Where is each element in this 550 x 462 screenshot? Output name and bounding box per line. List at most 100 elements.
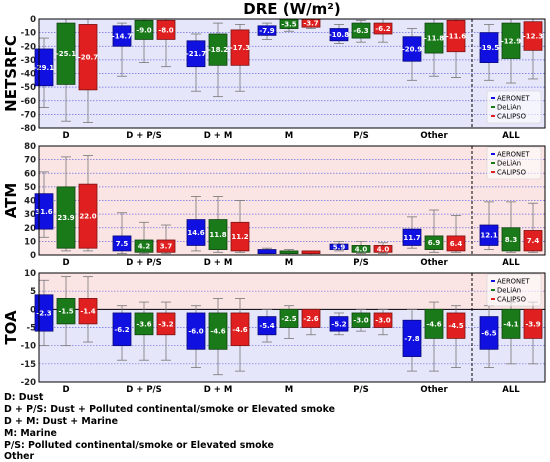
mean-label: 4.0 [355,245,368,253]
mean-label: 7.4 [527,237,540,245]
box-calipso [156,312,176,336]
category-label: ALL [502,385,520,395]
box-calipso [156,19,176,40]
mean-label: 11.2 [231,233,248,241]
mean-label: -20.9 [402,45,422,53]
mean-label: -4.6 [232,326,247,334]
y-tick-label: 10 [24,237,36,247]
legend-box [486,90,542,124]
box-delian [351,312,371,328]
mean-label: -7.9 [259,27,274,35]
category-label: Other [420,385,448,395]
mean-label: -1.4 [80,308,95,316]
box-aeronet [402,319,422,357]
box-calipso [230,221,250,252]
mean-label: 6.4 [450,240,463,248]
box-calipso [230,29,250,66]
box-calipso [523,308,543,339]
box-calipso [373,22,393,35]
mean-label: 3.7 [160,243,173,251]
mean-label: -5.2 [331,320,346,328]
y-tick-label: 20 [24,224,36,234]
mean-label: -3.7 [303,20,318,28]
y-tick-label: 0 [30,15,36,25]
mean-label: -12.3 [523,33,543,41]
mean-label: -19.5 [479,44,499,52]
box-calipso [446,235,466,252]
category-label: D + M [204,258,233,268]
y-tick-label: -20 [21,378,36,388]
y-tick-label: -70 [21,110,36,120]
legend-label: DeLiAn [497,287,521,295]
mean-label: 14.6 [187,229,204,237]
mean-label: -3.6 [136,320,151,328]
box-delian [56,186,76,249]
box-aeronet [186,219,206,246]
box-aeronet [402,228,422,246]
note-line-5: P/S: Polluted continental/smoke or Eleva… [4,440,274,451]
box-delian [134,312,154,336]
box-calipso [78,298,98,325]
mean-label: -10.8 [329,31,349,39]
box-aeronet [186,312,206,350]
category-label: ALL [502,258,520,268]
box-delian [208,312,228,350]
mean-label: -8.0 [158,26,173,34]
mean-label: -1.5 [58,308,73,316]
box-delian [208,33,228,66]
mean-label: -2.5 [281,315,296,323]
box-aeronet [479,224,499,246]
box-calipso [523,230,543,252]
legend-box [486,273,542,307]
mean-label: -18.2 [208,46,228,54]
category-label: D [62,258,69,268]
legend-label: DeLiAn [497,104,521,112]
mean-label: 4.2 [138,243,151,251]
panel-netsrfc: 0 -10 -20 -30 -40 -50 -60 -70 -80 -29.1 -14.7 -21.7… [2,15,546,141]
mean-label: -11.8 [424,35,444,43]
box-aeronet [329,316,349,332]
box-aeronet [402,36,422,62]
mean-label: 11.7 [403,234,420,242]
mean-label: -4.1 [503,320,518,328]
mean-label: -17.3 [230,44,250,52]
y-tick-label: 70 [24,156,36,166]
box-aeronet [257,249,277,255]
mean-label: -4.5 [448,322,463,330]
panel-atm: 0 10 20 30 40 50 60 70 80 31.6 7.5 14.6 5.9 11.7 12.1 2… [2,142,546,268]
category-label: ALL [502,131,520,141]
category-label: D [62,131,69,141]
y-tick-label: 5 [30,287,36,297]
mean-label: -6.2 [375,25,390,33]
panel-ylabel: NETSRFC [2,35,20,112]
legend-box [486,146,542,180]
category-label: D + P/S [126,385,162,395]
legend-label: AERONET [497,278,530,286]
box-calipso [78,183,98,249]
box-aeronet [329,243,349,250]
box-aeronet [257,25,277,36]
legend-label: AERONET [497,151,530,159]
box-delian [501,227,521,252]
y-tick-label: -80 [21,124,36,134]
box-aeronet [479,32,499,64]
box-delian [501,308,521,339]
box-delian [351,22,371,39]
category-label: D + M [204,385,233,395]
legend-label: CALIPSO [497,296,526,304]
box-calipso [373,245,393,253]
box-delian [134,19,154,40]
mean-label: 11.8 [209,231,226,239]
box-aeronet [112,312,132,347]
box-aeronet [112,235,132,252]
mean-label: -6.2 [114,326,129,334]
panel-frame [38,145,546,256]
y-tick-label: -10 [21,29,36,39]
category-label: Other [420,131,448,141]
y-tick-label: 30 [24,210,36,220]
y-tick-label: -20 [21,42,36,52]
mean-label: -6.0 [188,328,203,336]
y-tick-label: -40 [21,70,36,80]
